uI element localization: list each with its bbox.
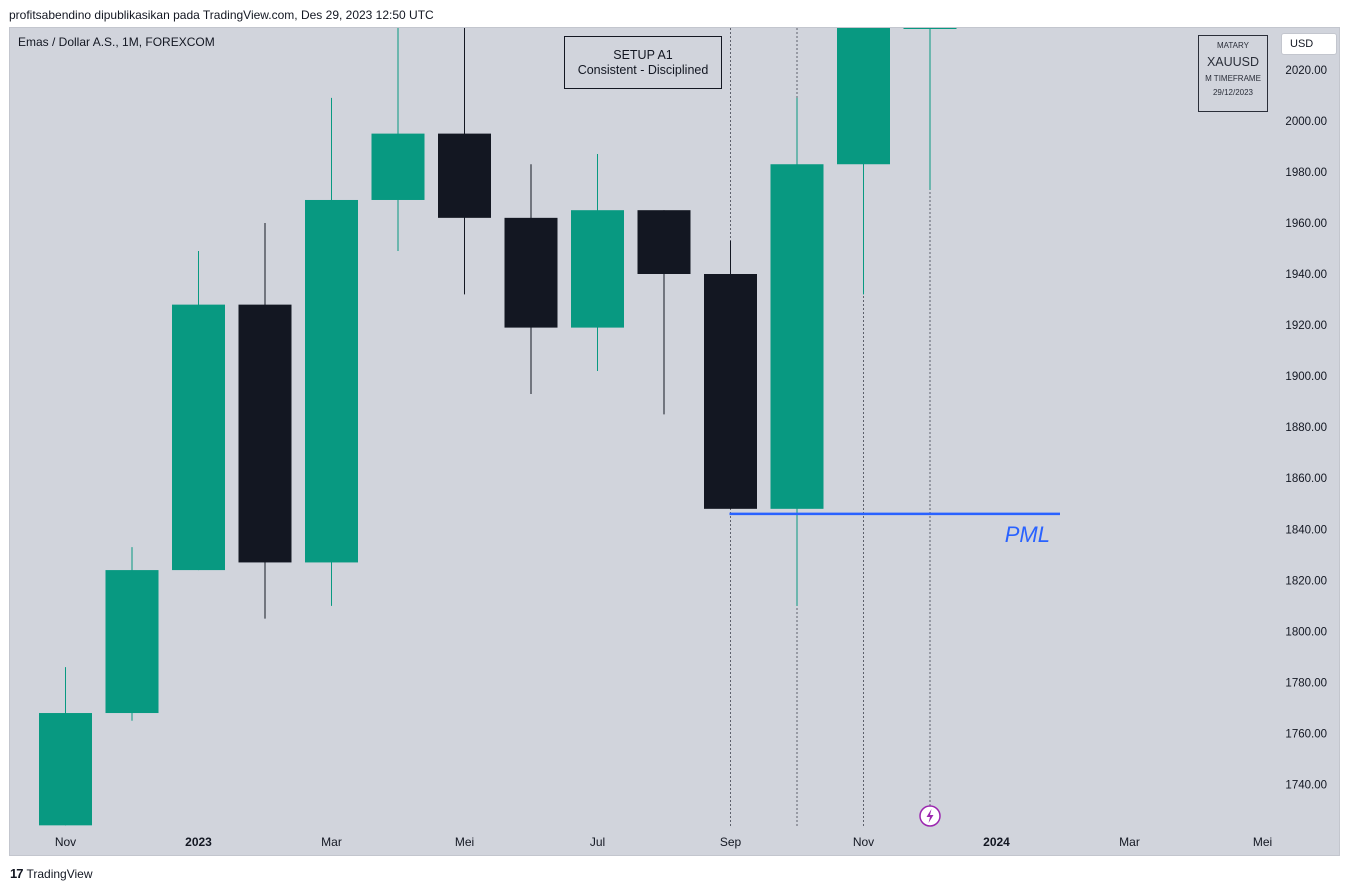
candle-body <box>371 133 425 200</box>
tradingview-logo-icon: 17 <box>10 866 24 881</box>
candle-2023-11[interactable] <box>837 28 890 295</box>
footer-brand[interactable]: 17 TradingView <box>10 866 93 881</box>
setup-subtitle: Consistent - Disciplined <box>577 63 709 77</box>
setup-title: SETUP A1 <box>613 48 673 62</box>
x-tick-label: Sep <box>720 835 742 849</box>
candle-body <box>305 199 358 563</box>
y-tick-label: 1740.00 <box>1285 780 1327 792</box>
candle-body <box>39 713 92 826</box>
candle-2023-01[interactable] <box>172 251 225 571</box>
candle-body <box>837 28 890 165</box>
x-tick-label: 2024 <box>983 835 1010 849</box>
candle-2023-08[interactable] <box>637 210 691 415</box>
y-tick-label: 1780.00 <box>1285 677 1327 689</box>
x-tick-label: 2023 <box>185 835 212 849</box>
candle-2022-12[interactable] <box>105 547 159 721</box>
candle-body <box>105 570 159 714</box>
y-tick-label: 2000.00 <box>1285 116 1327 128</box>
watermark-author: MATARY <box>1216 41 1249 50</box>
candle-body <box>438 133 491 218</box>
candle-2023-05[interactable] <box>438 28 491 295</box>
candle-2023-09[interactable] <box>704 240 757 509</box>
candle-2023-06[interactable] <box>504 164 558 394</box>
x-tick-label: Mar <box>321 835 342 849</box>
candle-2023-12[interactable] <box>903 28 957 190</box>
brand-name: TradingView <box>26 866 93 881</box>
candle-body <box>637 210 691 274</box>
candle-2023-10[interactable] <box>770 97 824 606</box>
x-tick-label: Mar <box>1119 835 1140 849</box>
candle-body <box>504 217 558 328</box>
currency-button[interactable]: USD <box>1281 33 1337 55</box>
y-tick-label: 1760.00 <box>1285 728 1327 740</box>
watermark-date: 29/12/2023 <box>1212 88 1254 97</box>
x-tick-label: Nov <box>853 835 874 849</box>
x-tick-label: Nov <box>55 835 76 849</box>
lightning-event-icon[interactable] <box>919 805 941 827</box>
candle-2023-03[interactable] <box>305 97 358 606</box>
y-tick-label: 1980.00 <box>1285 167 1327 179</box>
y-tick-label: 1880.00 <box>1285 422 1327 434</box>
candle-2023-02[interactable] <box>238 222 292 619</box>
x-tick-label: Jul <box>590 835 605 849</box>
y-tick-label: 1800.00 <box>1285 626 1327 638</box>
y-tick-label: 1820.00 <box>1285 575 1327 587</box>
y-tick-label: 1840.00 <box>1285 524 1327 536</box>
candle-body <box>571 210 624 328</box>
y-tick-label: 1920.00 <box>1285 320 1327 332</box>
watermark-box: MATARY XAUUSD M TIMEFRAME 29/12/2023 <box>1198 35 1268 112</box>
candle-body <box>172 304 225 571</box>
candle-2023-04[interactable] <box>371 28 425 252</box>
x-tick-label: Mei <box>455 835 474 849</box>
watermark-symbol: XAUUSD <box>1206 55 1260 69</box>
y-tick-label: 1960.00 <box>1285 218 1327 230</box>
publication-credit: profitsabendino dipublikasikan pada Trad… <box>9 8 434 22</box>
symbol-label: Emas / Dollar A.S., 1M, FOREXCOM <box>18 35 215 49</box>
watermark-timeframe: M TIMEFRAME <box>1205 74 1261 83</box>
y-tick-label: 1900.00 <box>1285 371 1327 383</box>
x-tick-label: Mei <box>1253 835 1272 849</box>
candle-body <box>704 274 757 509</box>
candle-2022-11[interactable] <box>39 667 92 826</box>
setup-note-box: SETUP A1 Consistent - Disciplined <box>564 36 722 89</box>
pml-label: PML <box>1005 522 1050 547</box>
y-tick-label: 2020.00 <box>1285 65 1327 77</box>
y-tick-label: 1940.00 <box>1285 269 1327 281</box>
candle-2023-07[interactable] <box>571 154 624 371</box>
chart-pane[interactable] <box>9 27 1340 856</box>
candle-body <box>903 28 957 29</box>
candle-body <box>770 164 824 509</box>
y-tick-label: 1860.00 <box>1285 473 1327 485</box>
candle-body <box>238 304 292 563</box>
